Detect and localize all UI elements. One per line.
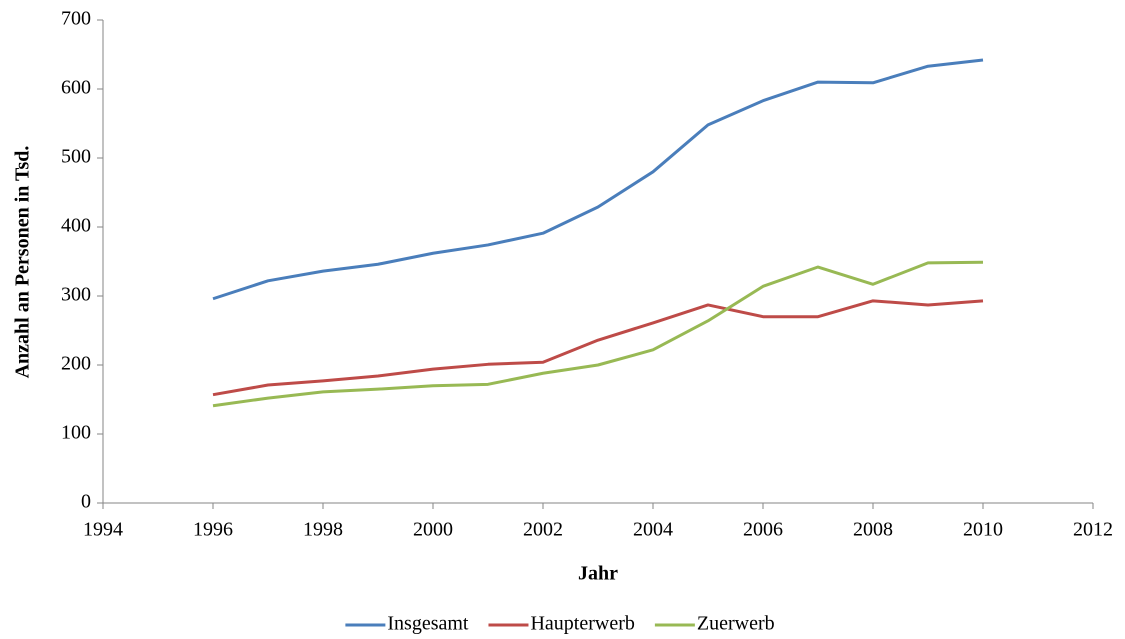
line — [212, 299, 984, 397]
x-tick-label: 2008 — [853, 519, 893, 541]
x-tick-label: 2010 — [963, 519, 1003, 541]
x-tick-label: 2004 — [633, 519, 673, 541]
y-tick-label: 200 — [61, 353, 91, 375]
x-tick-label: 2012 — [1073, 519, 1113, 541]
y-tick-label: 600 — [61, 77, 91, 99]
x-tick-label: 2002 — [523, 519, 563, 541]
line — [212, 58, 984, 301]
y-tick-label: 700 — [61, 8, 91, 30]
x-tick-label: 1994 — [83, 519, 123, 541]
legend-label: Insgesamt — [387, 613, 469, 635]
y-axis-title: Anzahl an Personen in Tsd. — [12, 146, 34, 379]
x-tick-label: 1998 — [303, 519, 343, 541]
x-tick-label: 2000 — [413, 519, 453, 541]
x-tick-label: 1996 — [193, 519, 233, 541]
legend-label: Haupterwerb — [530, 613, 634, 635]
y-tick-label: 400 — [61, 215, 91, 237]
x-axis-title: Jahr — [578, 563, 618, 585]
y-tick-label: 100 — [61, 422, 91, 444]
x-tick-label: 2006 — [743, 519, 783, 541]
y-tick-label: 0 — [81, 491, 91, 513]
line — [212, 260, 984, 408]
legend-label: Zuerwerb — [697, 613, 775, 635]
y-tick-label: 500 — [61, 146, 91, 168]
y-tick-label: 300 — [61, 284, 91, 306]
